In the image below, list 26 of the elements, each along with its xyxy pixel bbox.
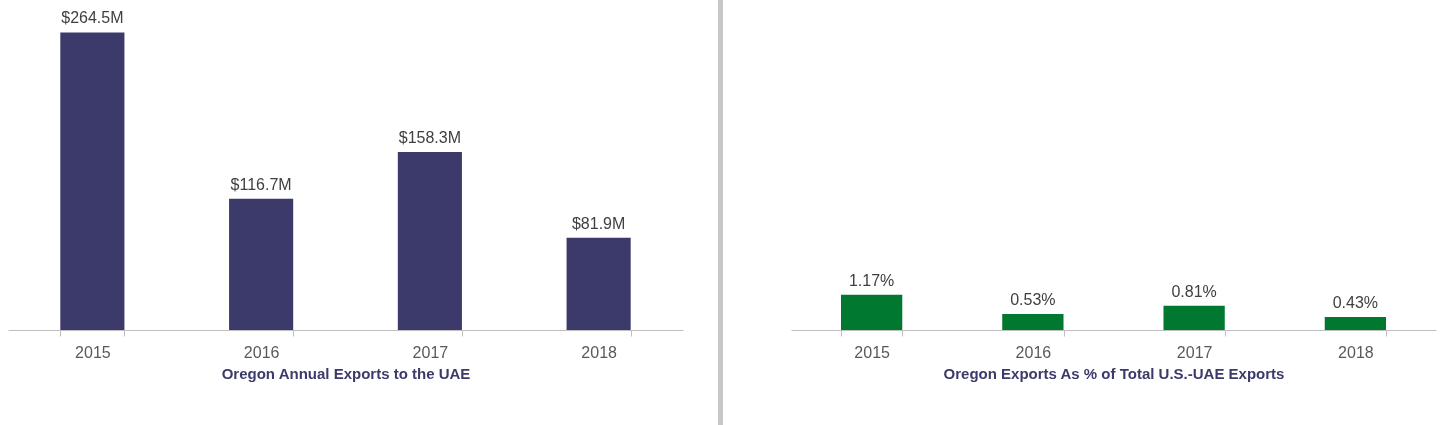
- bar: [229, 198, 294, 330]
- data-label: 1.17%: [848, 271, 895, 289]
- data-label: $116.7M: [230, 175, 292, 193]
- x-tick-label: 2017: [412, 343, 449, 361]
- bar: [1163, 305, 1225, 330]
- bar: [1324, 317, 1387, 330]
- x-tick-label: 2015: [75, 343, 111, 361]
- data-label: 0.81%: [1171, 282, 1217, 300]
- data-label: $81.9M: [571, 214, 626, 232]
- x-tick-label: 2018: [581, 343, 618, 361]
- bar: [840, 294, 903, 330]
- x-axis-title: Oregon Annual Exports to the UAE: [221, 364, 471, 382]
- data-label: 0.43%: [1332, 294, 1379, 312]
- bar: [566, 237, 631, 330]
- x-axis-title: Oregon Exports As % of Total U.S.-UAE Exports: [943, 364, 1285, 382]
- bar: [60, 32, 125, 330]
- x-tick-label: 2016: [1015, 343, 1052, 361]
- x-tick-label: 2017: [1176, 343, 1213, 361]
- bar: [1002, 314, 1064, 330]
- x-tick-label: 2015: [854, 343, 891, 361]
- x-tick-label: 2016: [243, 343, 280, 361]
- data-label: 0.53%: [1010, 291, 1056, 309]
- x-tick-label: 2018: [1338, 343, 1374, 361]
- data-label: $158.3M: [398, 128, 462, 146]
- data-label: $264.5M: [61, 9, 124, 27]
- bar: [397, 151, 462, 330]
